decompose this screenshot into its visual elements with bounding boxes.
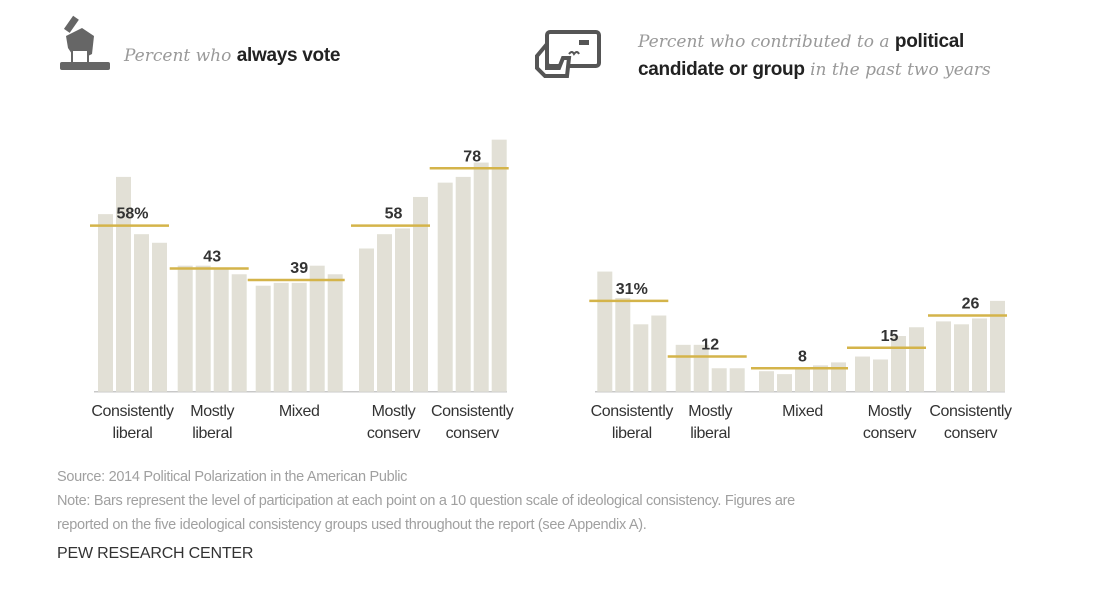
bar: [213, 268, 229, 392]
group-average-label: 15: [881, 328, 899, 345]
category-label: conserv: [863, 425, 917, 442]
group-average-label: 43: [203, 249, 221, 266]
bar: [134, 234, 149, 392]
category-label: liberal: [192, 425, 232, 442]
pew-brand: PEW RESEARCH CENTER: [57, 545, 254, 562]
bar: [413, 196, 428, 392]
group-average-label: 12: [701, 337, 719, 354]
category-label: Mixed: [782, 403, 823, 420]
category-label: conserv: [446, 425, 500, 442]
category-label: Mostly: [868, 403, 912, 420]
bar: [651, 315, 667, 392]
title-italic: Percent who contributed to a: [638, 32, 895, 52]
bar: [759, 371, 774, 392]
left-chart-title: Percent who always vote: [124, 42, 340, 70]
bar: [891, 336, 906, 392]
bar: [116, 176, 131, 392]
bar: [177, 265, 193, 392]
bar: [954, 324, 969, 392]
category-label: Mostly: [372, 403, 416, 420]
bar: [597, 271, 613, 392]
group-average-label: 8: [798, 348, 807, 365]
bar: [377, 234, 392, 392]
bar: [615, 297, 631, 392]
bar: [831, 362, 846, 392]
note-line-2: reported on the five ideological consist…: [57, 517, 647, 533]
bar: [98, 214, 113, 392]
category-label: Mostly: [190, 403, 234, 420]
category-label: Consistently: [431, 403, 514, 420]
title-bold: candidate or group: [638, 59, 805, 80]
bar: [152, 242, 167, 392]
title-italic: Percent who: [124, 46, 237, 66]
bar: [359, 248, 374, 392]
category-label: Mixed: [279, 403, 320, 420]
bar: [291, 282, 307, 392]
bar: [972, 318, 987, 392]
bar: [909, 327, 924, 392]
bar: [273, 282, 289, 392]
bar: [675, 344, 691, 392]
category-label: liberal: [690, 425, 730, 442]
group-average-label: 58: [385, 206, 403, 223]
bar: [711, 368, 727, 392]
bar: [437, 182, 453, 392]
title-italic: in the past two years: [804, 60, 991, 80]
group-average-label: 26: [962, 296, 980, 313]
group-average-label: 39: [290, 260, 308, 277]
group-average-label: 78: [463, 148, 481, 165]
group-average-label: 58%: [116, 206, 148, 223]
bar: [813, 365, 828, 392]
bar: [936, 321, 951, 392]
category-label: liberal: [113, 425, 153, 442]
right-chart-title: Percent who contributed to a political c…: [638, 28, 991, 84]
category-label: Mostly: [688, 403, 732, 420]
bar: [491, 139, 507, 392]
bar: [473, 162, 489, 392]
note-line-1: Note: Bars represent the level of partic…: [57, 493, 795, 509]
bar: [195, 265, 211, 392]
category-label: Consistently: [591, 403, 674, 420]
hand-check-icon: [535, 30, 601, 78]
category-label: conserv: [944, 425, 998, 442]
bar: [455, 176, 471, 392]
bar: [633, 324, 649, 392]
title-bold: political: [894, 31, 964, 52]
bar: [309, 265, 325, 392]
bar: [777, 374, 792, 392]
category-label: liberal: [612, 425, 652, 442]
bar: [231, 274, 247, 392]
title-bold: always vote: [236, 45, 341, 66]
bar: [873, 359, 888, 392]
category-label: conserv: [367, 425, 421, 442]
bar: [729, 368, 745, 392]
source-note: Source: 2014 Political Polarization in t…: [57, 469, 408, 485]
bar: [395, 228, 410, 392]
group-average-label: 31%: [616, 281, 648, 298]
bar: [327, 274, 343, 392]
bar: [855, 356, 870, 392]
category-label: Consistently: [91, 403, 174, 420]
bar: [255, 285, 271, 392]
bar: [990, 300, 1005, 392]
hand-ballot-icon: [60, 15, 110, 70]
bar: [795, 368, 810, 392]
category-label: Consistently: [929, 403, 1012, 420]
